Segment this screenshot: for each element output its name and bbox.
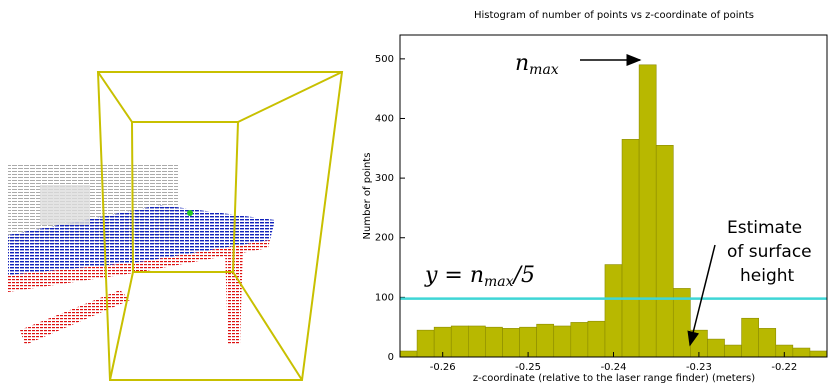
estimate-line: of surface xyxy=(727,242,812,262)
bar xyxy=(451,326,468,357)
x-tick-label: -0.23 xyxy=(686,362,712,373)
bar xyxy=(742,318,759,357)
y-tick-label: 300 xyxy=(375,173,394,184)
bar xyxy=(554,326,571,357)
bar xyxy=(810,351,827,357)
x-tick-label: -0.22 xyxy=(771,362,797,373)
plot xyxy=(400,59,827,357)
bar xyxy=(605,265,622,357)
y-axis-label: Number of points xyxy=(362,153,373,240)
bar xyxy=(759,328,776,357)
y-tick-label: 500 xyxy=(375,54,394,65)
bar xyxy=(468,326,485,357)
chart-title: Histogram of number of points vs z-coord… xyxy=(474,10,754,21)
bar xyxy=(707,339,724,357)
bar xyxy=(502,328,519,357)
bar xyxy=(571,322,588,357)
x-tick-label: -0.24 xyxy=(601,362,627,373)
bar xyxy=(588,321,605,357)
y-tick-label: 0 xyxy=(388,352,394,363)
estimate-label: Estimate of surface height xyxy=(727,218,812,286)
y-tick-label: 100 xyxy=(375,292,394,303)
nmax-label: nmax xyxy=(515,51,559,78)
bar xyxy=(622,139,639,357)
estimate-line: height xyxy=(740,266,795,286)
bar xyxy=(656,145,673,357)
figure: Histogram of number of points vs z-coord… xyxy=(0,0,828,385)
bar xyxy=(400,351,417,357)
x-tick-label: -0.25 xyxy=(515,362,541,373)
bar xyxy=(725,345,742,357)
bar xyxy=(485,327,502,357)
bar xyxy=(417,330,434,357)
bar xyxy=(793,348,810,357)
estimate-line: Estimate xyxy=(727,218,802,238)
x-axis-label: z-coordinate (relative to the laser rang… xyxy=(473,373,755,384)
point-cloud xyxy=(8,72,342,380)
bar xyxy=(537,324,554,357)
bar xyxy=(639,65,656,357)
y-tick-label: 400 xyxy=(375,113,394,124)
threshold-label: y = nmax/5 xyxy=(424,263,535,290)
y-tick-label: 200 xyxy=(375,233,394,244)
x-tick-label: -0.26 xyxy=(430,362,456,373)
